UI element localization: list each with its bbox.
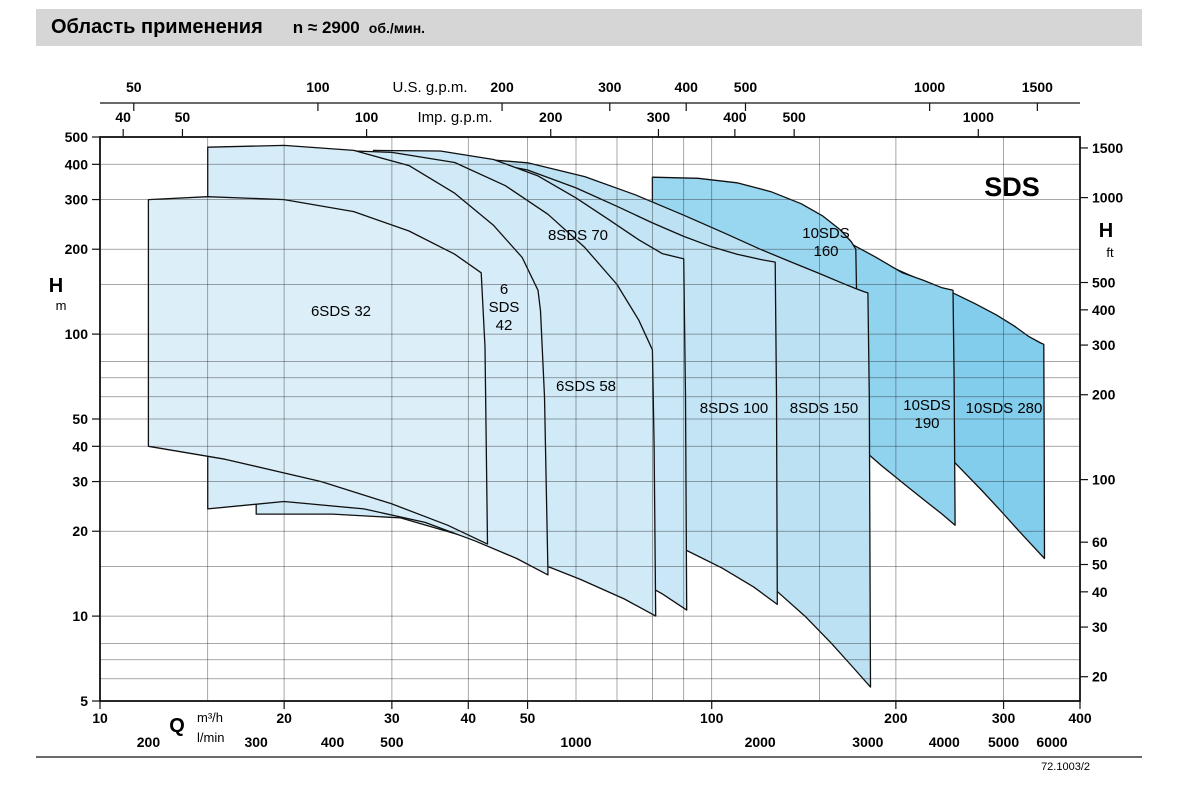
speed-value: n ≈ 2900	[292, 17, 360, 37]
h-m-unit: m	[56, 298, 67, 313]
h-ft-tick-label: 20	[1092, 669, 1108, 685]
q-m3h-unit: m³/h	[197, 710, 223, 725]
h-m-tick-label: 30	[72, 474, 88, 490]
h-m-tick-label: 50	[72, 411, 88, 427]
imp-gpm-axis-title: Imp. g.p.m.	[417, 109, 492, 126]
imp-gpm-tick-label: 1000	[963, 109, 994, 125]
h-ft-unit: ft	[1106, 245, 1114, 260]
imp-gpm-tick-label: 500	[782, 109, 806, 125]
q-m3h-tick-label: 10	[92, 710, 108, 726]
us-gpm-tick-label: 400	[675, 79, 699, 95]
h-ft-tick-label: 30	[1092, 619, 1108, 635]
imp-gpm-tick-label: 40	[115, 109, 131, 125]
h-m-tick-label: 300	[65, 192, 89, 208]
q-lmin-tick-label: 4000	[929, 734, 960, 750]
us-gpm-axis-title: U.S. g.p.m.	[392, 79, 467, 96]
speed-unit: об./мин.	[368, 19, 426, 36]
h-ft-tick-label: 100	[1092, 472, 1116, 488]
h-ft-tick-label: 500	[1092, 275, 1116, 291]
q-lmin-tick-label: 5000	[988, 734, 1019, 750]
h-m-symbol: H	[49, 275, 63, 297]
page-title: Область применения	[51, 16, 263, 38]
envelope-label-6sds-32: 6SDS 32	[311, 303, 371, 320]
q-m3h-tick-label: 100	[700, 710, 724, 726]
h-ft-tick-label: 200	[1092, 387, 1116, 403]
h-ft-tick-label: 1000	[1092, 190, 1123, 206]
us-gpm-tick-label: 200	[490, 79, 514, 95]
q-m3h-tick-label: 300	[992, 710, 1016, 726]
imp-gpm-tick-label: 50	[175, 109, 191, 125]
us-gpm-tick-label: 1000	[914, 79, 945, 95]
drawing-ref: 72.1003/2	[1041, 761, 1090, 773]
h-ft-tick-label: 50	[1092, 557, 1108, 573]
us-gpm-tick-label: 100	[306, 79, 330, 95]
q-lmin-tick-label: 1000	[560, 734, 591, 750]
imp-gpm-tick-label: 200	[539, 109, 563, 125]
envelope-label-10sds-190: 190	[914, 415, 939, 432]
envelope-label-8sds-100: 8SDS 100	[700, 400, 768, 417]
envelope-label-10sds-160: 10SDS	[802, 225, 850, 242]
envelope-label-10sds-280: 10SDS 280	[966, 400, 1043, 417]
h-m-tick-label: 20	[72, 523, 88, 539]
h-m-tick-label: 100	[65, 326, 89, 342]
q-m3h-tick-label: 400	[1068, 710, 1092, 726]
q-m3h-tick-label: 20	[276, 710, 292, 726]
envelope-label-6sds-42: 42	[496, 317, 513, 334]
envelope-label-8sds-150: 8SDS 150	[790, 400, 858, 417]
h-ft-symbol: H	[1099, 220, 1113, 242]
series-title: SDS	[984, 172, 1040, 202]
h-ft-tick-label: 300	[1092, 337, 1116, 353]
q-lmin-tick-label: 400	[321, 734, 345, 750]
imp-gpm-tick-label: 100	[355, 109, 379, 125]
h-m-tick-label: 5	[80, 693, 88, 709]
h-ft-tick-label: 40	[1092, 584, 1108, 600]
q-m3h-tick-label: 50	[520, 710, 536, 726]
q-lmin-tick-label: 2000	[745, 734, 776, 750]
q-lmin-tick-label: 300	[244, 734, 268, 750]
envelope-label-10sds-190: 10SDS	[903, 397, 951, 414]
q-lmin-unit: l/min	[197, 730, 224, 745]
h-ft-tick-label: 400	[1092, 302, 1116, 318]
q-lmin-tick-label: 500	[380, 734, 404, 750]
envelope-label-10sds-160: 160	[813, 243, 838, 260]
h-m-tick-label: 400	[65, 156, 89, 172]
q-symbol: Q	[169, 715, 185, 737]
q-m3h-tick-label: 40	[460, 710, 476, 726]
envelope-label-6sds-42: SDS	[489, 299, 520, 316]
envelope-label-6sds-58: 6SDS 58	[556, 378, 616, 395]
q-m3h-tick-label: 30	[384, 710, 400, 726]
h-m-tick-label: 500	[65, 129, 89, 145]
us-gpm-tick-label: 1500	[1022, 79, 1053, 95]
h-m-tick-label: 200	[65, 241, 89, 257]
h-m-tick-label: 40	[72, 438, 88, 454]
q-lmin-tick-label: 200	[137, 734, 161, 750]
envelope-label-8sds-70: 8SDS 70	[548, 227, 608, 244]
us-gpm-tick-label: 50	[126, 79, 142, 95]
h-m-tick-label: 10	[72, 608, 88, 624]
envelope-6sds-32	[147, 196, 489, 545]
us-gpm-tick-label: 500	[734, 79, 758, 95]
q-lmin-tick-label: 3000	[852, 734, 883, 750]
h-ft-tick-label: 1500	[1092, 140, 1123, 156]
imp-gpm-tick-label: 300	[647, 109, 671, 125]
envelope-label-6sds-42: 6	[500, 281, 508, 298]
us-gpm-tick-label: 300	[598, 79, 622, 95]
q-m3h-tick-label: 200	[884, 710, 908, 726]
header-bar: Область применения n ≈ 2900 об./мин.	[36, 9, 1142, 46]
imp-gpm-tick-label: 400	[723, 109, 747, 125]
q-lmin-tick-label: 6000	[1036, 734, 1067, 750]
h-ft-tick-label: 60	[1092, 534, 1108, 550]
